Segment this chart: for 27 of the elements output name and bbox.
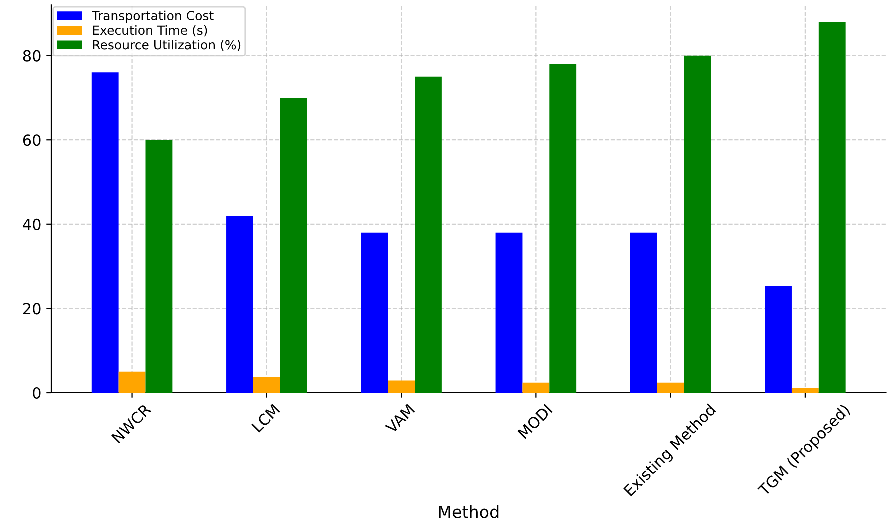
y-tick-label: 40: [23, 218, 41, 230]
bar: [630, 232, 658, 393]
bar: [818, 22, 846, 393]
bar: [361, 232, 388, 393]
bar: [684, 56, 712, 393]
legend-label: Resource Utilization (%): [93, 40, 241, 52]
y-tick-label: 0: [33, 387, 41, 400]
y-tick-label: 20: [23, 303, 41, 315]
bar: [522, 382, 550, 393]
bar: [388, 380, 416, 393]
bar: [226, 216, 254, 393]
y-tick-label: 80: [23, 50, 41, 62]
bar: [146, 140, 173, 393]
bar: [118, 372, 146, 393]
bar: [92, 72, 119, 393]
x-axis-title: Method: [439, 505, 499, 518]
bar: [550, 64, 577, 393]
bar: [496, 232, 523, 393]
y-tick-label: 60: [23, 134, 41, 146]
bar: [792, 388, 819, 393]
legend-label: Execution Time (s): [93, 25, 208, 37]
legend-label: Transportation Cost: [92, 10, 214, 23]
bar: [657, 382, 684, 393]
bar: [253, 376, 280, 393]
bar: [280, 98, 308, 393]
bar: [415, 76, 442, 393]
bar: [765, 286, 792, 393]
